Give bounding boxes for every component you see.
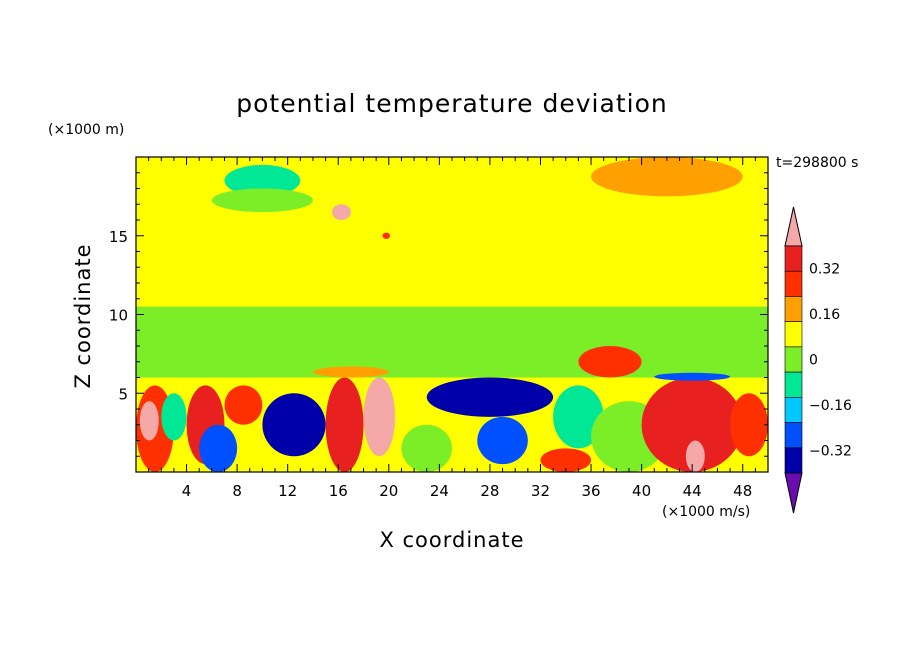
colorbar-segment — [784, 447, 803, 474]
contour-region — [325, 377, 364, 472]
contour-region — [540, 448, 592, 472]
y-axis-label: Z coordinate — [71, 243, 95, 388]
x-tick-label: 40 — [632, 482, 651, 500]
time-label: t=298800 s — [776, 155, 858, 171]
contour-region — [199, 424, 238, 472]
x-tick-label: 16 — [329, 482, 348, 500]
x-axis: 4 8 12 16 20 24 28 32 36 40 44 48 — [148, 157, 756, 500]
contour-region — [426, 377, 554, 417]
x-tick-label: 48 — [733, 482, 752, 500]
contour-region — [136, 306, 768, 378]
contour-region — [224, 385, 263, 425]
contour-region — [591, 157, 743, 197]
x-axis-label: X coordinate — [379, 528, 524, 552]
colorbar-segment — [784, 397, 803, 423]
contour-region — [363, 377, 396, 457]
contour-region — [730, 393, 768, 457]
contour-region — [578, 346, 642, 378]
contour-region — [401, 424, 452, 472]
contour-region — [224, 164, 301, 197]
x-tick-label: 28 — [480, 482, 499, 500]
colorbar-label: 0.16 — [809, 307, 840, 323]
colorbar-segment — [784, 245, 803, 272]
contour-region — [553, 385, 604, 449]
colorbar-segment — [784, 371, 803, 398]
x-tick-label: 44 — [683, 482, 702, 500]
colorbar: 0.32 0.16 0 −0.16 −0.32 — [784, 206, 852, 514]
x-unit-label: (×1000 m/s) — [662, 504, 750, 520]
contour-region — [161, 393, 187, 441]
colorbar-max-triangle — [784, 206, 803, 247]
colorbar-label: −0.32 — [809, 443, 852, 459]
contour-region — [685, 440, 705, 472]
contour-region — [641, 377, 743, 472]
colorbar-label: 0.32 — [809, 262, 840, 278]
colorbar-label: −0.16 — [809, 398, 852, 414]
colorbar-segment — [784, 296, 803, 322]
contour-region — [382, 232, 391, 239]
chart-title: potential temperature deviation — [236, 89, 667, 118]
contour-region — [262, 393, 326, 457]
y-tick-label: 10 — [109, 307, 128, 325]
x-tick-label: 20 — [379, 482, 398, 500]
y-tick-label: 5 — [118, 385, 128, 403]
colorbar-segment — [784, 321, 803, 348]
x-tick-label: 12 — [278, 482, 297, 500]
x-tick-label: 32 — [531, 482, 550, 500]
colorbar-min-triangle — [784, 472, 803, 514]
y-axis: 5 10 15 — [109, 172, 768, 457]
contour-region — [477, 416, 528, 465]
x-tick-label: 4 — [182, 482, 192, 500]
colorbar-label: 0 — [809, 353, 818, 369]
x-tick-label: 8 — [232, 482, 242, 500]
y-unit-label: (×1000 m) — [48, 122, 124, 138]
contour-region — [211, 188, 313, 213]
y-tick-label: 15 — [109, 228, 128, 246]
colorbar-segment — [784, 346, 803, 373]
contour-region — [312, 366, 389, 378]
x-tick-label: 24 — [430, 482, 449, 500]
contour-region — [331, 204, 351, 220]
contour-region — [139, 401, 159, 441]
colorbar-segment — [784, 422, 803, 449]
x-tick-label: 36 — [581, 482, 600, 500]
colorbar-segment — [784, 270, 803, 297]
plot-area — [136, 157, 768, 472]
contour-region — [654, 372, 731, 381]
